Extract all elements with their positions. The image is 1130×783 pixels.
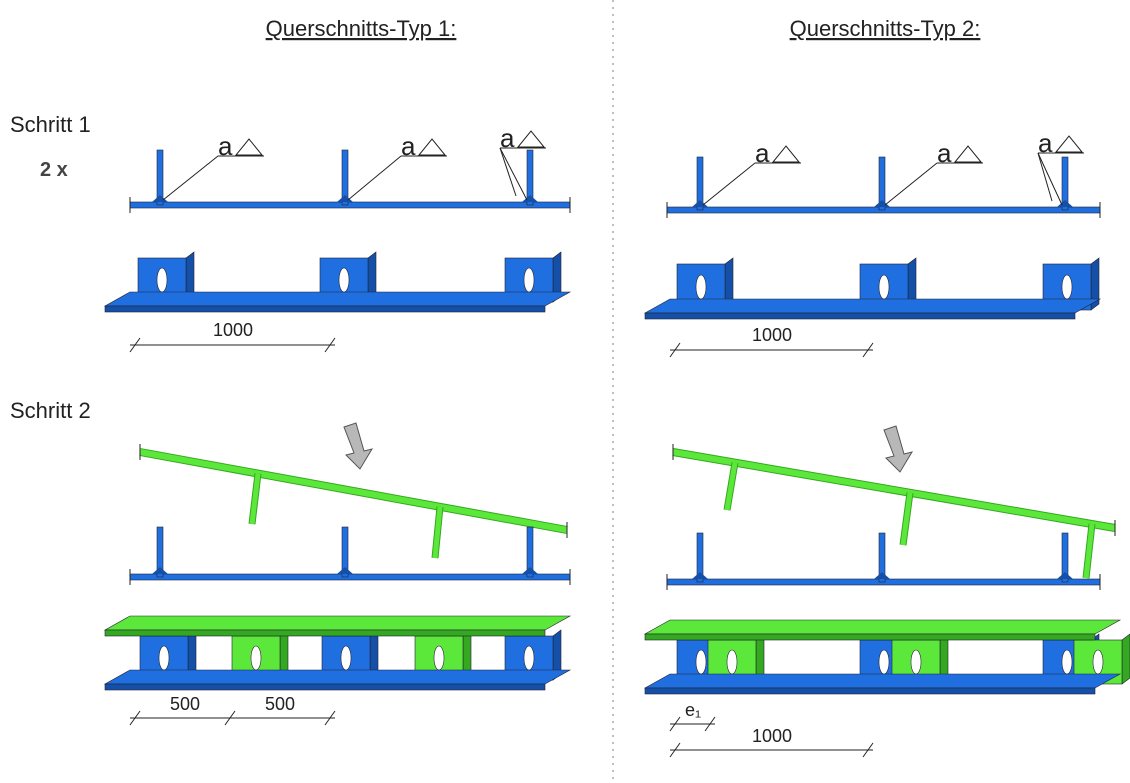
rib-hole xyxy=(339,268,349,292)
plate-top xyxy=(105,670,570,684)
rib-hole xyxy=(879,275,889,299)
plate-top xyxy=(645,299,1100,313)
dimension-label: 1000 xyxy=(752,325,792,345)
weld-fillet xyxy=(152,567,168,574)
rib-hole xyxy=(157,268,167,292)
leader xyxy=(163,156,218,200)
weld-fillet xyxy=(874,572,890,579)
leader xyxy=(1038,153,1062,205)
weld-fillet xyxy=(692,572,708,579)
rib-hole xyxy=(696,275,706,299)
weld-symbol xyxy=(419,139,445,155)
leader xyxy=(348,156,401,200)
rib-side xyxy=(1122,634,1130,684)
column-title: Querschnitts-Typ 2: xyxy=(790,16,981,41)
dimension-label: 1000 xyxy=(752,726,792,746)
plate-edge xyxy=(645,313,1075,319)
flange xyxy=(130,202,570,208)
rib-hole xyxy=(524,268,534,292)
step-label: Schritt 2 xyxy=(10,398,91,423)
weld-fillet xyxy=(522,567,538,574)
leader xyxy=(885,163,937,205)
column-title: Querschnitts-Typ 1: xyxy=(266,16,457,41)
plate-top xyxy=(105,292,570,306)
rib-hole xyxy=(696,650,706,674)
stem-face xyxy=(252,474,258,524)
rib-hole xyxy=(434,646,444,670)
rib-hole xyxy=(1093,650,1103,674)
stem-face xyxy=(903,493,910,545)
beam-face xyxy=(140,452,567,530)
step-note: 2 x xyxy=(40,159,68,181)
plate-top xyxy=(105,616,570,630)
plate-edge xyxy=(645,634,1095,640)
weld-fillet xyxy=(1057,200,1073,207)
plate-edge xyxy=(105,684,545,690)
stem-face xyxy=(1086,524,1092,578)
rib-hole xyxy=(524,646,534,670)
leader xyxy=(500,148,516,196)
load-arrow xyxy=(344,423,372,469)
rib-hole xyxy=(911,650,921,674)
flange xyxy=(130,574,570,580)
dimension-label: e₁ xyxy=(685,700,701,720)
rib-hole xyxy=(341,646,351,670)
leader xyxy=(500,148,527,200)
rib-hole xyxy=(251,646,261,670)
dimension-label: 500 xyxy=(265,694,295,714)
plate-edge xyxy=(645,688,1095,694)
weld-fillet xyxy=(337,567,353,574)
plate-edge xyxy=(105,306,545,312)
diagram: Querschnitts-Typ 1: Querschnitts-Typ 2: … xyxy=(0,0,1130,783)
dimension-label: 1000 xyxy=(213,320,253,340)
rib-hole xyxy=(879,650,889,674)
weld-symbol xyxy=(773,146,799,162)
dimension-label: 500 xyxy=(170,694,200,714)
rib-hole xyxy=(1062,275,1072,299)
weld-symbol xyxy=(236,139,262,155)
plate-top xyxy=(645,674,1120,688)
load-arrow xyxy=(884,426,912,472)
weld-fillet xyxy=(1057,572,1073,579)
leader xyxy=(1038,153,1052,201)
rib-hole xyxy=(1062,650,1072,674)
weld-symbol xyxy=(1056,136,1082,152)
leader xyxy=(703,163,755,205)
rib-hole xyxy=(727,650,737,674)
step-label: Schritt 1 xyxy=(10,112,91,137)
weld-symbol xyxy=(518,131,544,147)
plate-top xyxy=(645,620,1120,634)
plate-edge xyxy=(105,630,545,636)
weld-symbol xyxy=(955,146,981,162)
rib-hole xyxy=(159,646,169,670)
weld-fillet xyxy=(337,195,353,202)
